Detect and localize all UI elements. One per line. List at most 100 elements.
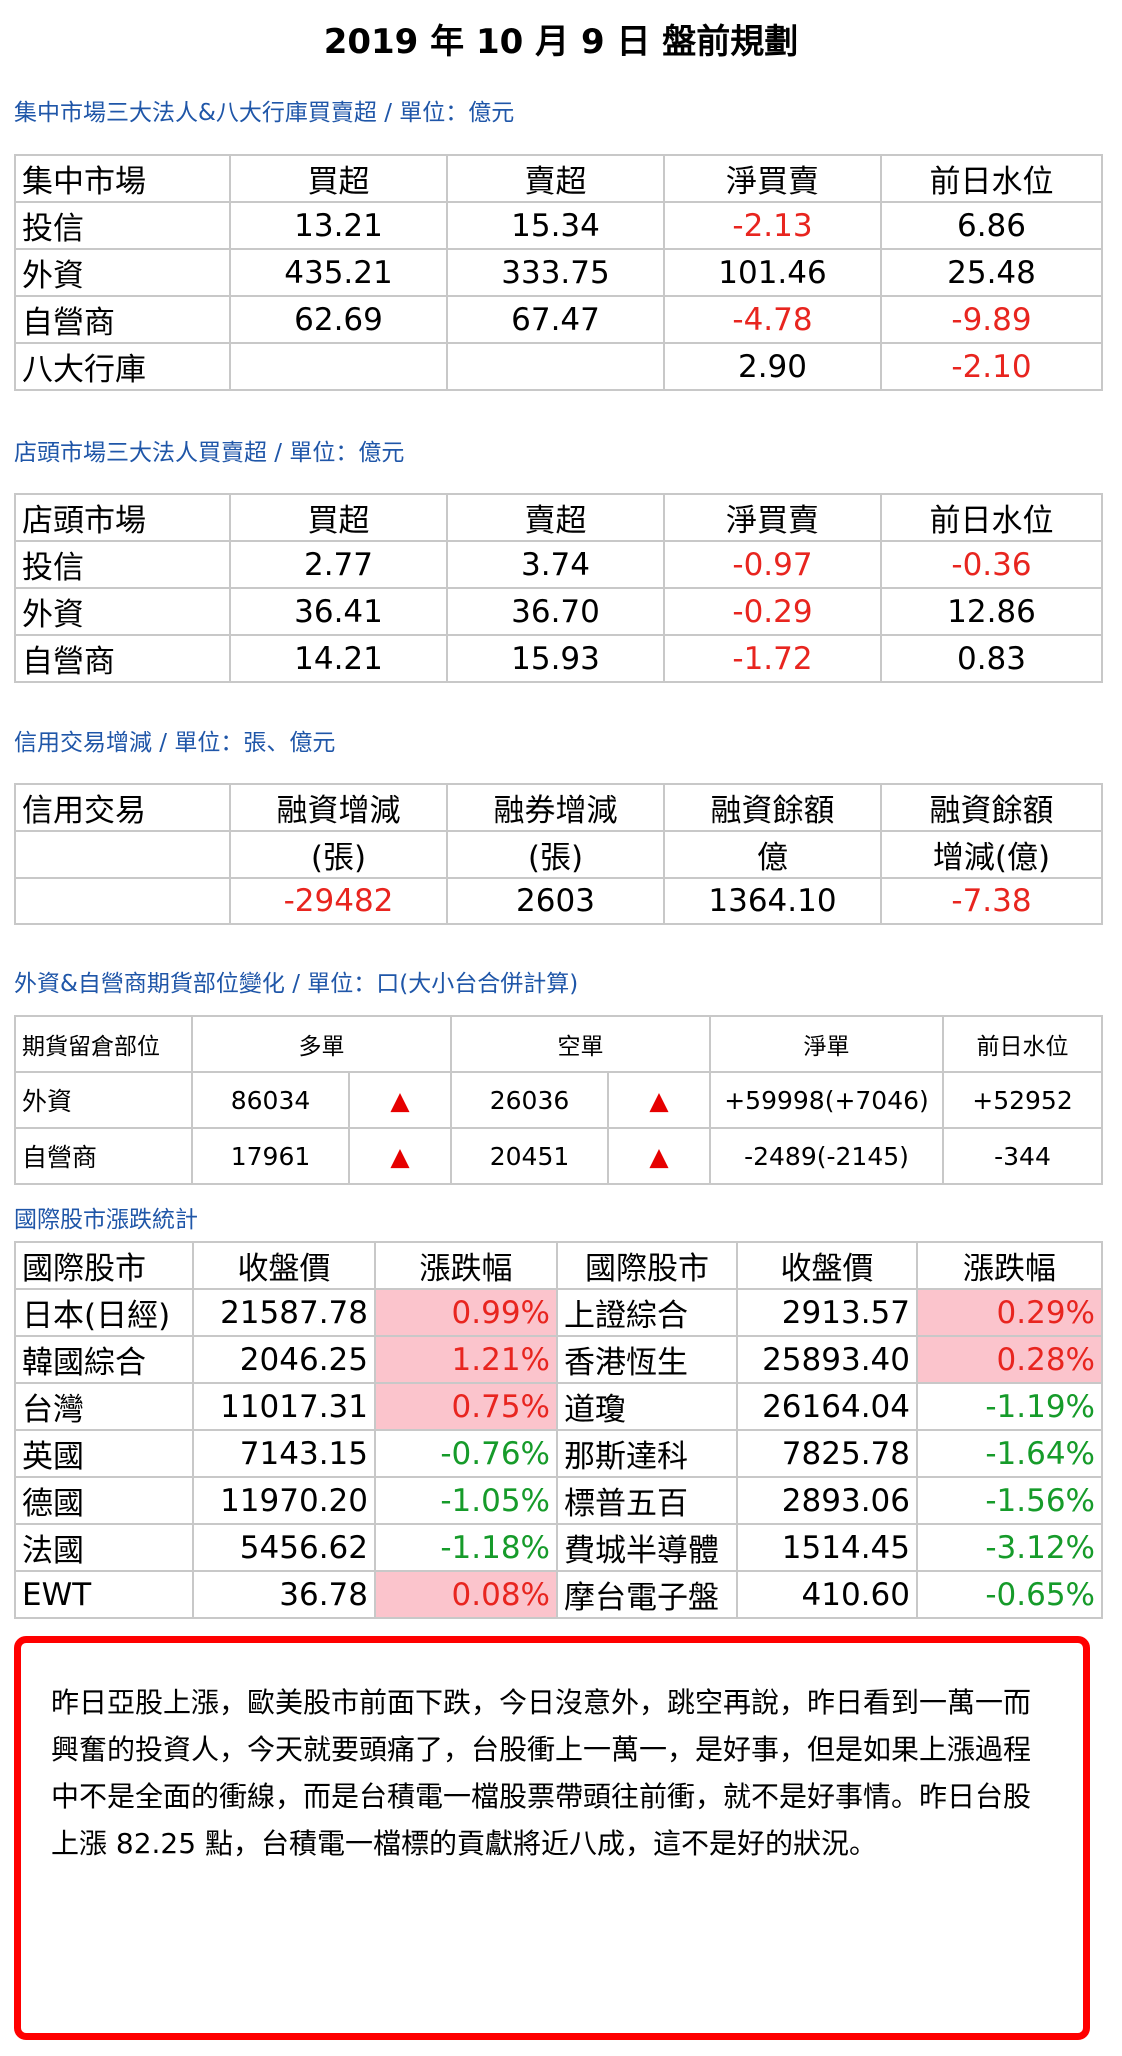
up-triangle-icon: ▲ <box>348 1127 452 1185</box>
header-cell: 信用交易 <box>14 783 231 832</box>
commentary-box: 昨日亞股上漲，歐美股市前面下跌，今日沒意外，跳空再說，昨日看到一萬一而興奮的投資… <box>14 1636 1090 2040</box>
sell-value: 36.70 <box>446 587 665 636</box>
institution-name: 八大行庫 <box>14 342 231 391</box>
table-row: 英國 7143.15 -0.76% 那斯達科 7825.78 -1.64% <box>14 1429 1103 1478</box>
market-name: 韓國綜合 <box>14 1335 194 1384</box>
close-price: 1514.45 <box>736 1523 918 1572</box>
header-cell: 前日水位 <box>880 493 1103 542</box>
value-cell: 1364.10 <box>663 877 882 925</box>
institution-name: 投信 <box>14 201 231 250</box>
net-value: -4.78 <box>663 295 882 344</box>
change-pct: -1.19% <box>916 1382 1103 1431</box>
header-cell: 收盤價 <box>736 1241 918 1290</box>
prev-value: -2.10 <box>880 342 1103 391</box>
sell-value: 333.75 <box>446 248 665 297</box>
table-row: 台灣 11017.31 0.75% 道瓊 26164.04 -1.19% <box>14 1382 1103 1431</box>
table-header-row: 集中市場 買超 賣超 淨買賣 前日水位 <box>14 154 1103 203</box>
market-name: 日本(日經) <box>14 1288 194 1337</box>
institution-name: 自營商 <box>14 634 231 683</box>
header-cell: 融資增減 <box>229 783 448 832</box>
intl-section-heading: 國際股市漲跌統計 <box>14 1207 198 1233</box>
table-row: 八大行庫 2.90 -2.10 <box>14 342 1103 391</box>
change-pct: 0.28% <box>916 1335 1103 1384</box>
table-header-row: 信用交易 融資增減 融券增減 融資餘額 融資餘額 <box>14 783 1103 832</box>
table-row: 外資 435.21 333.75 101.46 25.48 <box>14 248 1103 297</box>
net-value: -2.13 <box>663 201 882 250</box>
institution-name: 外資 <box>14 248 231 297</box>
market-name: 台灣 <box>14 1382 194 1431</box>
close-price: 2913.57 <box>736 1288 918 1337</box>
value-cell: -29482 <box>229 877 448 925</box>
value-cell <box>14 877 231 925</box>
change-pct: 0.99% <box>374 1288 558 1337</box>
buy-value: 62.69 <box>229 295 448 344</box>
header-cell: 漲跌幅 <box>374 1241 558 1290</box>
header-cell: 融資餘額 <box>880 783 1103 832</box>
margin-table: 信用交易 融資增減 融券增減 融資餘額 融資餘額 (張) (張) 億 增減(億)… <box>14 783 1103 925</box>
subheader-cell: 增減(億) <box>880 830 1103 879</box>
table-row: 韓國綜合 2046.25 1.21% 香港恆生 25893.40 0.28% <box>14 1335 1103 1384</box>
close-price: 2046.25 <box>192 1335 376 1384</box>
close-price: 410.60 <box>736 1570 918 1619</box>
net-value: 2.90 <box>663 342 882 391</box>
up-triangle-icon: ▲ <box>607 1071 711 1129</box>
header-cell: 收盤價 <box>192 1241 376 1290</box>
header-cell: 賣超 <box>446 493 665 542</box>
change-pct: -1.05% <box>374 1476 558 1525</box>
change-pct: -1.64% <box>916 1429 1103 1478</box>
short-value: 20451 <box>450 1127 609 1185</box>
market-name: 標普五百 <box>556 1476 738 1525</box>
buy-value: 2.77 <box>229 540 448 589</box>
commentary-text: 昨日亞股上漲，歐美股市前面下跌，今日沒意外，跳空再說，昨日看到一萬一而興奮的投資… <box>51 1686 1032 1860</box>
change-pct: -3.12% <box>916 1523 1103 1572</box>
subheader-cell <box>14 830 231 879</box>
table-header-row: 店頭市場 買超 賣超 淨買賣 前日水位 <box>14 493 1103 542</box>
value-cell: 2603 <box>446 877 665 925</box>
otc-table: 店頭市場 買超 賣超 淨買賣 前日水位 投信 2.77 3.74 -0.97 -… <box>14 493 1103 683</box>
header-cell: 融券增減 <box>446 783 665 832</box>
futures-section-heading: 外資&自營商期貨部位變化 / 單位：口(大小台合併計算) <box>14 971 579 997</box>
margin-section-heading: 信用交易增減 / 單位：張、億元 <box>14 730 336 756</box>
header-cell: 集中市場 <box>14 154 231 203</box>
header-cell: 前日水位 <box>942 1015 1103 1073</box>
close-price: 11017.31 <box>192 1382 376 1431</box>
close-price: 26164.04 <box>736 1382 918 1431</box>
table-row: 德國 11970.20 -1.05% 標普五百 2893.06 -1.56% <box>14 1476 1103 1525</box>
market-name: 道瓊 <box>556 1382 738 1431</box>
long-value: 86034 <box>191 1071 350 1129</box>
market-name: 法國 <box>14 1523 194 1572</box>
change-pct: 0.29% <box>916 1288 1103 1337</box>
sell-value <box>446 342 665 391</box>
close-price: 2893.06 <box>736 1476 918 1525</box>
market-name: 德國 <box>14 1476 194 1525</box>
close-price: 7143.15 <box>192 1429 376 1478</box>
intl-markets-table: 國際股市 收盤價 漲跌幅 國際股市 收盤價 漲跌幅 日本(日經) 21587.7… <box>14 1241 1103 1619</box>
prev-value: 6.86 <box>880 201 1103 250</box>
net-value: -0.29 <box>663 587 882 636</box>
institution-name: 外資 <box>14 587 231 636</box>
subheader-cell: (張) <box>229 830 448 879</box>
change-pct: -0.65% <box>916 1570 1103 1619</box>
header-cell: 淨買賣 <box>663 493 882 542</box>
table-row: 自營商 14.21 15.93 -1.72 0.83 <box>14 634 1103 683</box>
table-row: -29482 2603 1364.10 -7.38 <box>14 877 1103 925</box>
close-price: 5456.62 <box>192 1523 376 1572</box>
close-price: 21587.78 <box>192 1288 376 1337</box>
table-row: EWT 36.78 0.08% 摩台電子盤 410.60 -0.65% <box>14 1570 1103 1619</box>
long-value: 17961 <box>191 1127 350 1185</box>
header-cell: 空單 <box>450 1015 711 1073</box>
market-name: 香港恆生 <box>556 1335 738 1384</box>
market-name: 費城半導體 <box>556 1523 738 1572</box>
prev-value: -9.89 <box>880 295 1103 344</box>
net-value: -2489(-2145) <box>709 1127 944 1185</box>
table-header-row: 國際股市 收盤價 漲跌幅 國際股市 收盤價 漲跌幅 <box>14 1241 1103 1290</box>
table-row: 外資 86034 ▲ 26036 ▲ +59998(+7046) +52952 <box>14 1071 1103 1129</box>
net-value: +59998(+7046) <box>709 1071 944 1129</box>
table-row: 投信 2.77 3.74 -0.97 -0.36 <box>14 540 1103 589</box>
buy-value: 435.21 <box>229 248 448 297</box>
header-cell: 買超 <box>229 154 448 203</box>
header-cell: 淨單 <box>709 1015 944 1073</box>
buy-value <box>229 342 448 391</box>
institution-name: 自營商 <box>14 295 231 344</box>
sell-value: 3.74 <box>446 540 665 589</box>
